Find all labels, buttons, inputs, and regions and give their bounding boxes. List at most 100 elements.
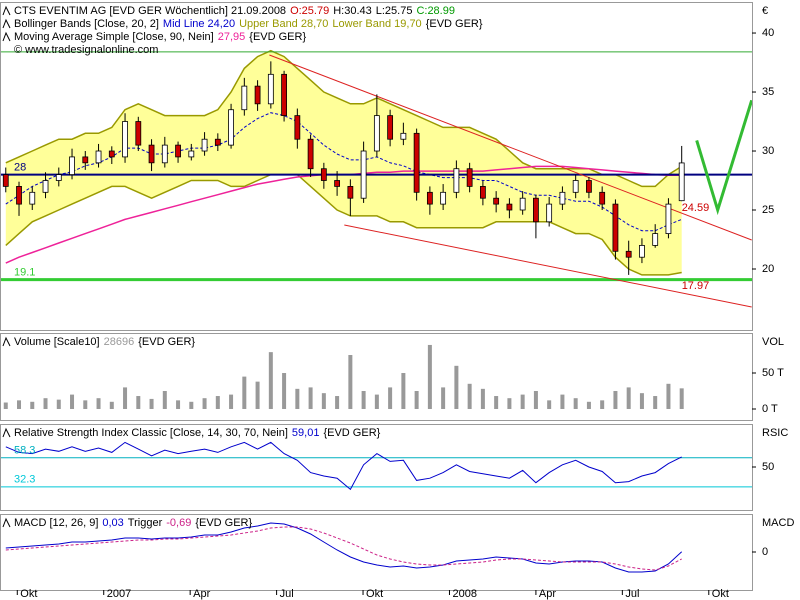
candle-body [281,73,287,117]
panel [0,424,753,511]
legend-text: Moving Average Simple [Close, 90, Nein] [14,31,214,43]
volume-bar [162,391,167,409]
candle-body [241,85,248,111]
legend-text: MACD [12, 26, 9] [14,517,98,529]
indicator-line [5,173,682,276]
legend-text: {EVD GER} [195,517,252,529]
candle-body [373,115,380,152]
volume-bar [17,400,22,409]
volume-bar [467,383,472,409]
volume-bar [308,387,313,409]
legend-text: O:25.79 [290,5,329,17]
axis-label: VOL [762,336,784,348]
candle-body [519,197,526,211]
candle-body [135,121,142,146]
candle-body [533,197,539,223]
candle-body [572,180,579,193]
candle-body [360,150,367,199]
volume-bar [176,400,181,409]
volume-bar [653,396,658,409]
volume-bar [480,388,485,409]
volume-bar [321,393,326,409]
y-tick-label: 35 [762,86,774,98]
y-tick-label: 25 [762,204,774,216]
volume-bar [70,394,75,409]
candle-body [400,132,407,140]
horizontal-line-label: 19.1 [14,267,35,279]
candle-body [307,138,314,170]
x-tick-label: Jul [625,588,639,600]
candle-body [188,150,195,158]
volume-bar [533,391,538,409]
candle-body [426,191,433,205]
volume-bar [149,398,154,409]
candle-body [347,186,354,199]
y-tick-label: 50 [762,461,774,473]
candle-body [479,186,486,199]
legend-row: CTS EVENTIM AG [EVD GER Wöchentlich] 21.… [14,5,455,17]
volume-bar [255,381,260,409]
volume-bar [268,352,273,409]
volume-bar [96,398,101,409]
legend-text: {EVD GER} [426,18,483,30]
panel [0,514,753,591]
x-tick-label: Okt [366,588,383,600]
legend-icon [2,427,11,438]
candle-body [320,168,327,181]
volume-bar [507,398,512,409]
drawing-line [344,224,752,308]
y-tick-label: 40 [762,27,774,39]
legend-row: MACD [12, 26, 9] 0,03 Trigger -0,69 {EVD GER… [14,517,252,529]
legend-icon [2,5,11,16]
annotation: 24.59 [682,202,710,214]
legend-text: Trigger [128,517,163,529]
candle-body [678,162,685,202]
volume-bar [335,396,340,409]
drawing-line [695,99,752,216]
x-tick-label: Okt [712,588,729,600]
volume-bar [639,393,644,409]
volume-bar [613,391,618,409]
volume-bar [573,398,578,409]
candle-body [612,203,619,252]
volume-bar [626,387,631,409]
candle-body [55,174,62,181]
legend-text: 28696 [104,336,135,348]
candle-body [559,191,566,205]
plot-area [1,441,752,491]
band-area [5,50,682,275]
candle-body [267,73,274,105]
legend-row: Relative Strength Index Classic [Close, … [14,427,381,439]
credit: © www.tradesignalonline.com [14,44,158,56]
plot-area [5,522,683,573]
series-line [5,526,682,571]
volume-bar [242,376,247,409]
x-tick-label: Okt [20,588,37,600]
legend-icon [2,336,11,347]
legend-text: Lower Band 19,70 [332,18,421,30]
legend-text: 27,95 [218,31,246,43]
candle-body [42,180,49,193]
x-tick-label: Jul [280,588,294,600]
candle-body [334,180,341,187]
volume-bar [666,383,671,409]
candle-body [108,150,115,158]
volume-bar [348,355,353,409]
volume-bar [494,396,499,409]
legend-text: {EVD GER} [323,427,380,439]
x-tick-label: 2007 [107,588,131,600]
candle-body [440,191,447,205]
volume-bar [560,394,565,409]
candle-body [506,203,513,211]
indicator-line [5,49,683,188]
candle-body [2,174,9,187]
series-line [5,441,682,491]
candle-body [201,138,208,152]
legend-text: C:28.99 [416,5,455,17]
legend-text: 0,03 [102,517,123,529]
candle-body [122,121,128,158]
legend-icon [2,517,11,528]
candle-body [665,203,672,235]
y-tick-label: 0 T [762,403,778,415]
candle-body [161,144,168,164]
